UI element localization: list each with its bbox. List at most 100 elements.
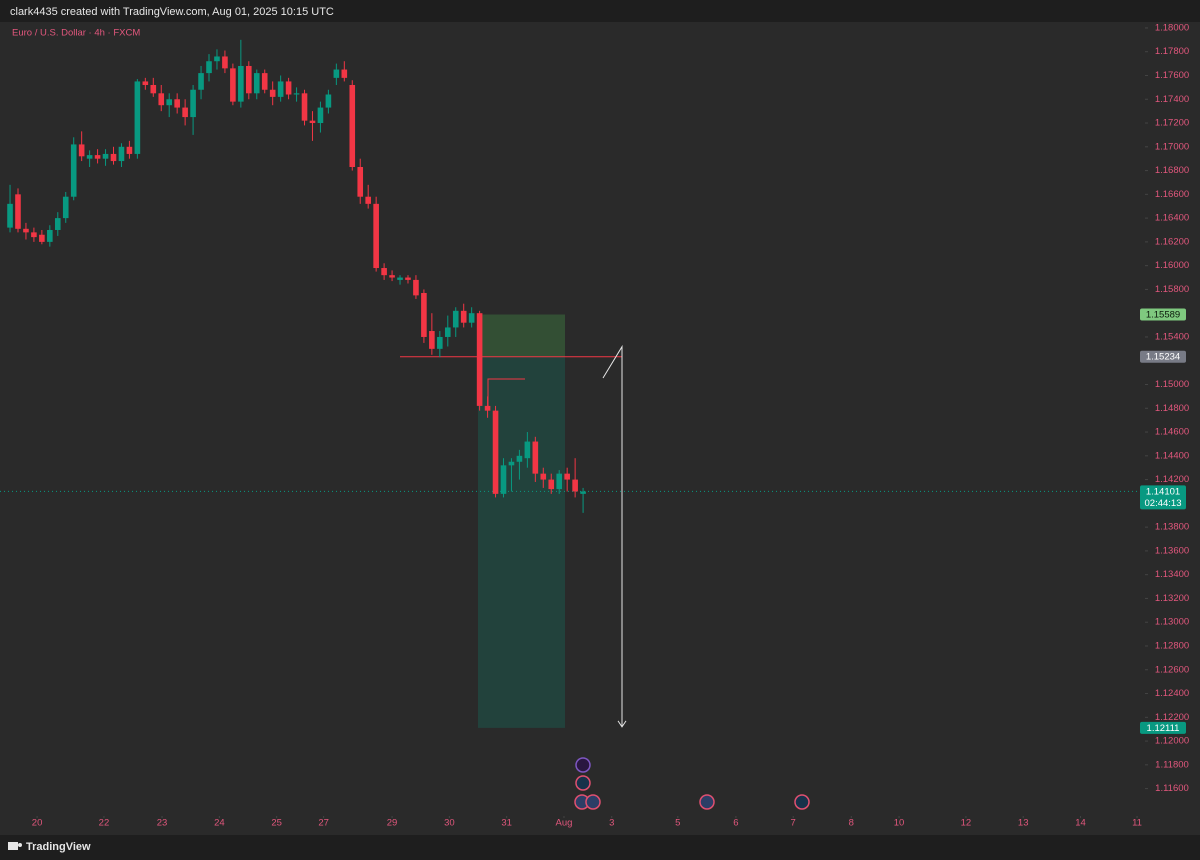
drawn-arrow — [602, 344, 623, 726]
price-tag — [1140, 308, 1186, 321]
y-tick-label: 1.12000 — [1155, 736, 1189, 747]
candle-body — [47, 229, 53, 242]
candle-body — [532, 441, 539, 474]
candle-body — [102, 153, 109, 159]
candle-body — [293, 93, 300, 95]
candle-body — [182, 107, 188, 118]
y-tick-label: 1.17200 — [1155, 118, 1189, 129]
candle-body — [142, 81, 149, 85]
candle-body — [333, 69, 340, 78]
candle-body — [94, 155, 101, 159]
y-tick-label: 1.16400 — [1155, 213, 1189, 224]
event-icon[interactable] — [575, 775, 591, 791]
y-tick-label: 1.12600 — [1155, 664, 1189, 675]
x-tick-label: 5 — [675, 818, 680, 829]
x-tick-label: 20 — [32, 818, 43, 829]
event-icon[interactable] — [575, 757, 591, 773]
candle-body — [357, 167, 364, 197]
y-tick-label: 1.16000 — [1155, 260, 1189, 271]
x-tick-label: 29 — [387, 818, 398, 829]
event-icon[interactable] — [794, 794, 810, 810]
candle-body — [341, 69, 348, 78]
candle-body — [580, 491, 586, 494]
footer-brand: TradingView — [26, 841, 91, 853]
candle-body — [572, 479, 578, 492]
price-tag-label: 1.15234 — [1146, 352, 1180, 363]
candle-body — [190, 89, 196, 118]
candle-body — [23, 228, 29, 233]
footer-logo — [8, 842, 22, 850]
candle-body — [564, 473, 570, 480]
y-tick-label: 1.14800 — [1155, 403, 1189, 414]
y-tick-label: 1.12800 — [1155, 640, 1189, 651]
candle-body — [540, 473, 547, 480]
y-tick-label: 1.16200 — [1155, 236, 1189, 247]
candle-body — [452, 310, 459, 328]
candle-body — [126, 146, 133, 154]
candle-body — [70, 144, 77, 197]
candle-body — [261, 73, 268, 90]
candle-body — [508, 461, 515, 466]
candle-body — [222, 56, 228, 69]
x-tick-label: 25 — [271, 818, 282, 829]
y-tick-label: 1.12200 — [1155, 712, 1189, 723]
candle-body — [54, 218, 61, 230]
candle-body — [62, 196, 69, 219]
candle-body — [277, 81, 284, 97]
symbol-title: Euro / U.S. Dollar · 4h · FXCM — [12, 28, 140, 39]
candle-body — [7, 203, 13, 228]
target-zone — [478, 356, 565, 728]
candle-body — [309, 120, 316, 124]
y-tick-label: 1.13600 — [1155, 545, 1189, 556]
candle-body — [548, 479, 555, 490]
event-icon[interactable] — [699, 794, 715, 810]
candle-body — [238, 65, 244, 102]
x-tick-label: 7 — [791, 818, 796, 829]
candle-body — [158, 93, 165, 106]
y-tick-label: 1.17600 — [1155, 70, 1189, 81]
y-tick-label: 1.11600 — [1155, 783, 1189, 794]
candle-body — [301, 93, 308, 121]
price-tag — [1140, 350, 1186, 363]
candle-body — [110, 153, 117, 162]
candle-body — [437, 336, 443, 349]
candle-body — [405, 277, 411, 280]
candle-body — [214, 56, 220, 62]
y-tick-label: 1.13400 — [1155, 569, 1189, 580]
stop-zone — [478, 314, 565, 357]
event-icon[interactable] — [585, 794, 601, 810]
candle-body — [381, 268, 387, 276]
candle-body — [317, 107, 324, 124]
y-tick-label: 1.14200 — [1155, 474, 1189, 485]
price-tag — [1140, 485, 1186, 510]
arrow-head — [617, 720, 627, 728]
y-tick-label: 1.18000 — [1155, 22, 1189, 33]
candle-body — [246, 65, 252, 94]
candle-body — [373, 203, 379, 269]
candle-body — [429, 331, 435, 349]
candle-body — [325, 94, 332, 108]
candle-body — [421, 292, 427, 337]
x-tick-label: 14 — [1075, 818, 1086, 829]
y-tick-label: 1.13000 — [1155, 617, 1189, 628]
price-tag-label: 1.15589 — [1146, 310, 1180, 321]
candle-body — [134, 81, 141, 154]
candle-body — [524, 441, 531, 459]
candle-body — [150, 84, 157, 94]
x-tick-label: 13 — [1018, 818, 1029, 829]
y-tick-label: 1.16800 — [1155, 165, 1189, 176]
price-tag-label: 1.14101 — [1146, 486, 1180, 497]
y-tick-label: 1.13800 — [1155, 522, 1189, 533]
y-tick-label: 1.15000 — [1155, 379, 1189, 390]
candle-body — [118, 146, 125, 162]
header-text: clark4435 created with TradingView.com, … — [10, 6, 334, 18]
x-tick-label: 23 — [157, 818, 168, 829]
candle-body — [492, 410, 499, 494]
candle-body — [15, 194, 21, 229]
candle-body — [198, 73, 204, 90]
candle-body — [460, 310, 467, 323]
x-tick-label: Aug — [556, 818, 573, 829]
candle-body — [86, 155, 93, 159]
